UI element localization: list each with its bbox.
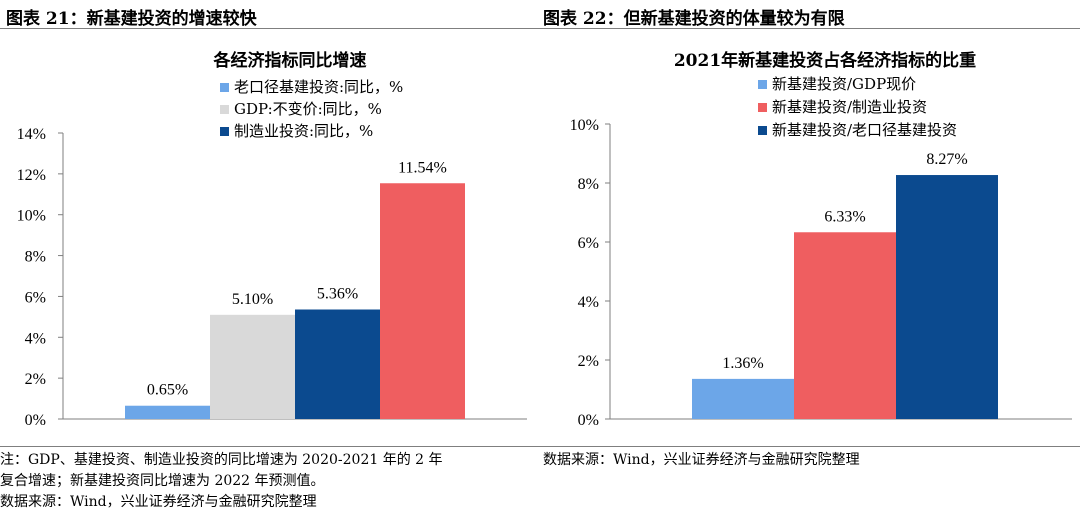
data-label: 8.27%	[926, 151, 967, 168]
chart-title: 各经济指标同比增速	[213, 50, 367, 71]
bars: 1.36% 6.33% 8.27%	[692, 151, 998, 419]
bar	[295, 309, 380, 419]
legend-label: 制造业投资:同比，%	[234, 122, 373, 140]
legend-swatch	[220, 105, 229, 114]
bar	[896, 175, 998, 419]
data-label: 0.65%	[147, 382, 188, 399]
legend-label: 新基建投资/制造业投资	[772, 98, 927, 116]
chart-title: 2021年新基建投资占各经济指标的比重	[674, 50, 976, 71]
y-tick-label: 2%	[25, 371, 46, 388]
y-tick-label: 10%	[17, 208, 46, 225]
legend-label: 新基建投资/老口径基建投资	[772, 121, 957, 139]
legend: 老口径基建投资:同比，% GDP:不变价:同比，% 制造业投资:同比，%	[220, 78, 403, 140]
chart-share: 2021年新基建投资占各经济指标的比重 新基建投资/GDP现价新基建投资/制造业…	[570, 50, 1072, 429]
data-label: 11.54%	[398, 159, 447, 176]
legend-swatch	[758, 126, 767, 135]
notes-left: 注：GDP、基建投资、制造业投资的同比增速为 2020-2021 年的 2 年 …	[0, 450, 443, 513]
legend-label: GDP:不变价:同比，%	[234, 100, 382, 118]
y-tick-label: 0%	[25, 412, 46, 429]
bars: 0.65% 5.10% 5.36% 11.54%	[125, 159, 465, 419]
bar	[794, 232, 896, 419]
y-tick-label: 10%	[570, 117, 599, 134]
bar	[125, 405, 210, 419]
legend-swatch	[220, 83, 229, 92]
y-tick-label: 8%	[25, 249, 46, 266]
legend-swatch	[220, 127, 229, 136]
y-tick-label: 2%	[578, 353, 599, 370]
bar	[210, 314, 295, 419]
y-tick-label: 6%	[578, 235, 599, 252]
source-line: 数据来源：Wind，兴业证券经济与金融研究院整理	[0, 494, 317, 510]
data-label: 5.10%	[232, 291, 273, 308]
data-label: 6.33%	[824, 208, 865, 225]
chart-growth-rates: 各经济指标同比增速 老口径基建投资:同比，% GDP:不变价:同比，% 制造业投资:…	[17, 50, 527, 429]
source-line: 数据来源：Wind，兴业证券经济与金融研究院整理	[543, 452, 860, 468]
y-tick-label: 12%	[17, 167, 46, 184]
y-tick-label: 8%	[578, 176, 599, 193]
y-tick-label: 4%	[25, 330, 46, 347]
legend-swatch	[758, 103, 767, 112]
legend-label: 老口径基建投资:同比，%	[234, 78, 403, 96]
figure-21-title: 图表 21：新基建投资的增速较快	[6, 9, 257, 29]
y-axis: 0% 2% 4% 6% 8% 10% 12% 14%	[17, 126, 527, 429]
y-tick-label: 0%	[578, 412, 599, 429]
data-label: 1.36%	[722, 355, 763, 372]
bottom-rule	[0, 446, 1080, 447]
bar	[380, 183, 465, 419]
y-tick-label: 14%	[17, 126, 46, 143]
y-tick-label: 4%	[578, 294, 599, 311]
note-line: 注：GDP、基建投资、制造业投资的同比增速为 2020-2021 年的 2 年	[0, 452, 443, 468]
bar	[692, 378, 794, 419]
data-label: 5.36%	[317, 286, 358, 303]
legend-label: 新基建投资/GDP现价	[772, 75, 916, 93]
figure-22-title: 图表 22：但新基建投资的体量较为有限	[543, 9, 845, 29]
notes-right: 数据来源：Wind，兴业证券经济与金融研究院整理	[543, 450, 860, 471]
note-line: 复合增速；新基建投资同比增速为 2022 年预测值。	[0, 473, 325, 489]
legend-swatch	[758, 80, 767, 89]
y-tick-label: 6%	[25, 289, 46, 306]
top-rule	[0, 28, 1080, 29]
